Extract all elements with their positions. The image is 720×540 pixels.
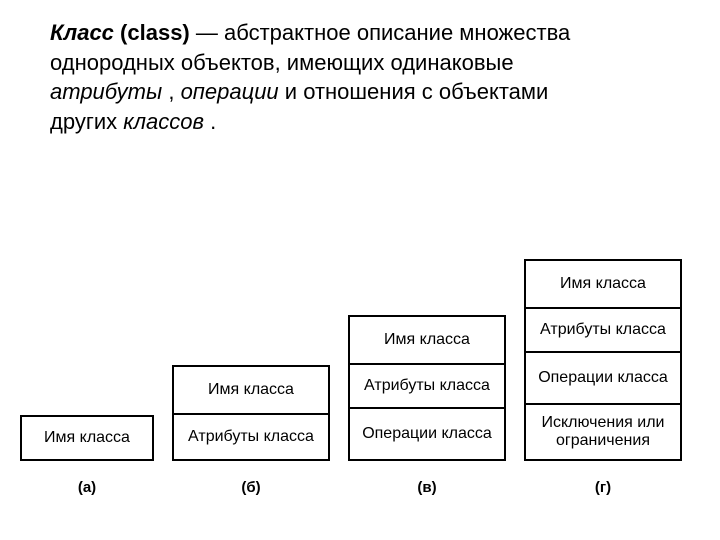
- column-caption: (б): [241, 479, 260, 496]
- class-box-section: Имя класса: [526, 261, 680, 307]
- class-box: Имя классаАтрибуты класса: [172, 365, 330, 461]
- def-comma: ,: [168, 79, 180, 104]
- def-em-1: атрибуты: [50, 79, 162, 104]
- column-caption: (а): [78, 479, 96, 496]
- column-caption: (в): [417, 479, 436, 496]
- class-box: Имя классаАтрибуты классаОперации класса…: [524, 259, 682, 461]
- def-em-2: операции: [181, 79, 279, 104]
- class-box-section: Атрибуты класса: [526, 307, 680, 351]
- class-box-section: Атрибуты класса: [350, 363, 504, 407]
- class-box-section: Имя класса: [22, 417, 152, 459]
- term-paren: (class): [120, 20, 190, 45]
- class-box-section: Имя класса: [350, 317, 504, 363]
- class-box-section: Операции класса: [350, 407, 504, 459]
- class-notation-diagram: Имя класса(а)Имя классаАтрибуты класса(б…: [20, 259, 700, 496]
- def-tail: .: [210, 109, 216, 134]
- diagram-column: Имя класса (а): [20, 415, 154, 496]
- class-box: Имя класса: [20, 415, 154, 461]
- class-box-section: Атрибуты класса: [174, 413, 328, 459]
- dash: —: [196, 20, 224, 45]
- diagram-column: Имя классаАтрибуты класса (б): [172, 365, 330, 496]
- column-caption: (г): [595, 479, 611, 496]
- def-em-3: классов: [123, 109, 204, 134]
- term: Класс: [50, 20, 114, 45]
- diagram-column: Имя классаАтрибуты классаОперации класса…: [348, 315, 506, 496]
- class-box: Имя классаАтрибуты классаОперации класса: [348, 315, 506, 461]
- class-box-section: Имя класса: [174, 367, 328, 413]
- diagram-column: Имя классаАтрибуты классаОперации класса…: [524, 259, 682, 496]
- class-box-section: Исключения или ограничения: [526, 403, 680, 459]
- class-definition: Класс (class) — абстрактное описание мно…: [50, 18, 610, 137]
- class-box-section: Операции класса: [526, 351, 680, 403]
